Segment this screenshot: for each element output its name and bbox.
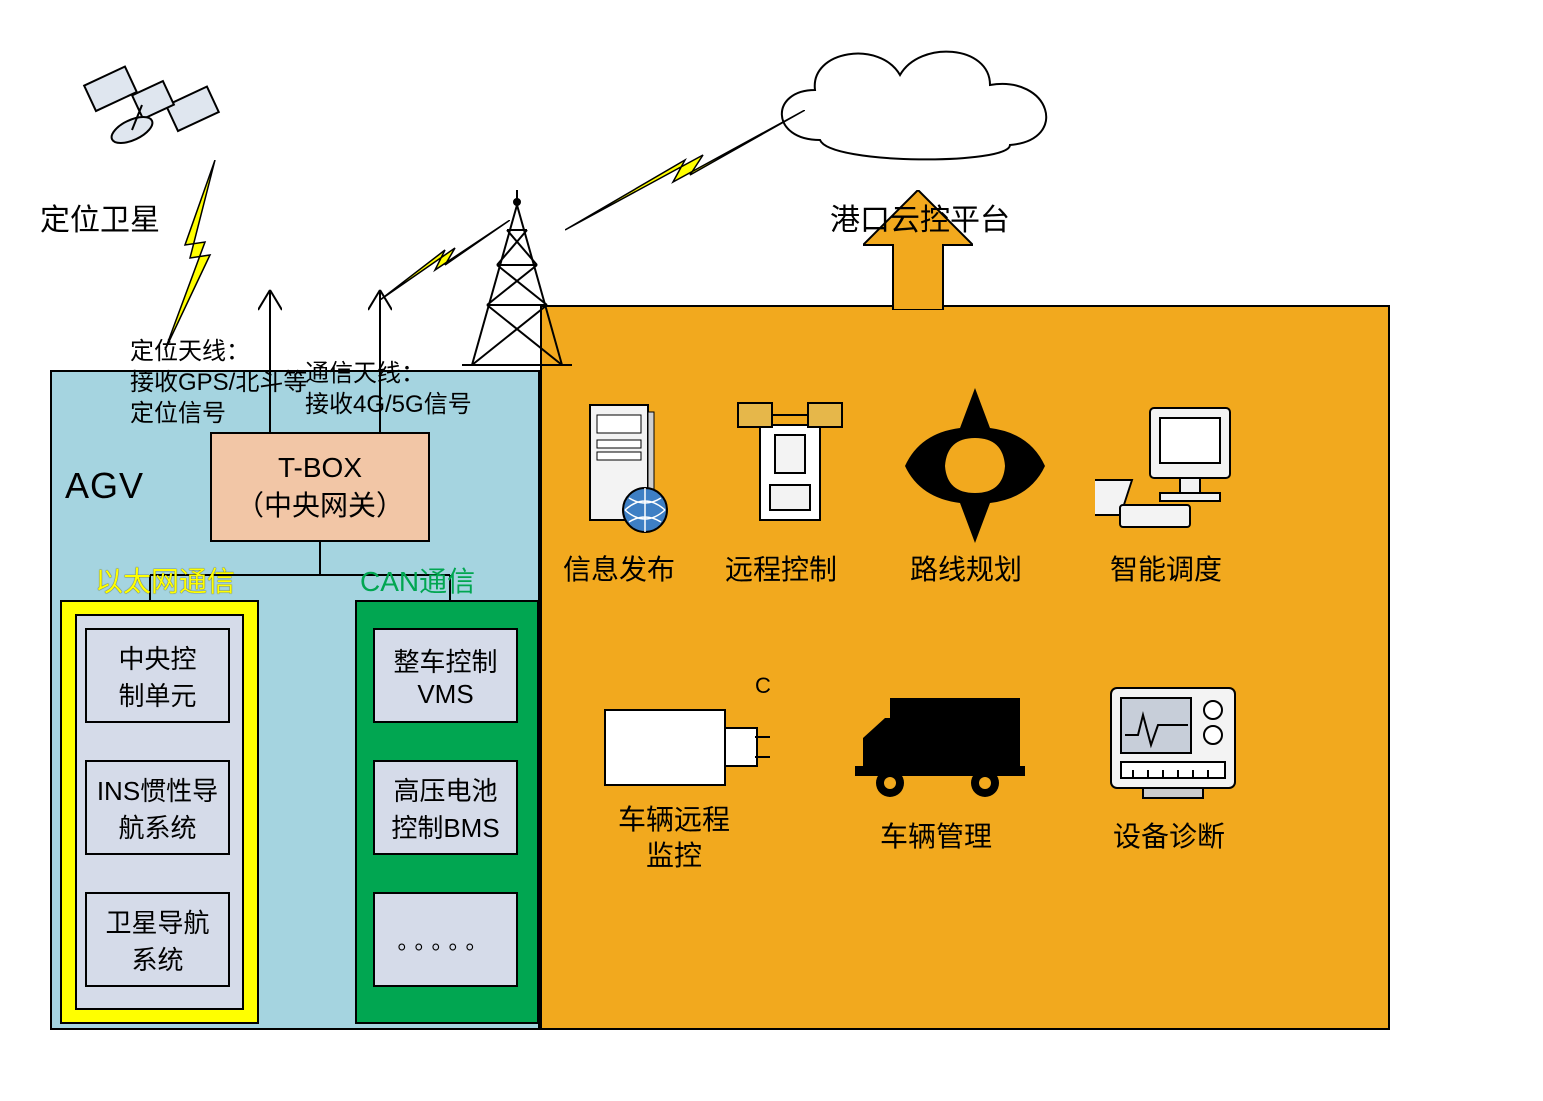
antenna-pos-l3: 定位信号 <box>130 400 226 427</box>
diagram-canvas: 定位卫星 港口云控平台 定位天线： 接收GPS/北斗等 定位信号 通信天线： 接… <box>0 0 1543 1101</box>
antenna-com-icon <box>368 280 392 340</box>
antenna-com-l1: 通信天线： <box>305 360 425 387</box>
can-module-dots: 。。。。。 <box>373 892 518 987</box>
eth-module-1: 中央控 制单元 <box>85 628 230 723</box>
svc-info-label: 信息发布 <box>563 548 675 588</box>
antenna-pos-l2: 接收GPS/北斗等 <box>130 369 307 396</box>
antenna-com-label: 通信天线： 接收4G/5G信号 <box>305 358 472 420</box>
antenna-pos-l1: 定位天线： <box>130 338 250 365</box>
can-comm-label: CAN通信 <box>360 560 475 600</box>
computer-icon <box>1095 400 1245 540</box>
agv-label: AGV <box>65 465 144 507</box>
antenna-pos-icon <box>258 280 282 340</box>
eth-module-3: 卫星导航 系统 <box>85 892 230 987</box>
antenna-com-l2: 接收4G/5G信号 <box>305 391 472 418</box>
satellite-icon <box>70 35 235 175</box>
svc-monitor-l1: 车辆远程 <box>618 804 730 835</box>
camera-icon <box>600 690 770 795</box>
svc-diag-label: 设备诊断 <box>1113 815 1225 855</box>
eth-comm-label: 以太网通信 <box>95 560 235 600</box>
route-icon <box>895 388 1055 543</box>
can-module-2: 高压电池 控制BMS <box>373 760 518 855</box>
camera-c-label: C <box>755 673 771 699</box>
tbox-l1: T-BOX <box>278 449 362 487</box>
svc-monitor-label: 车辆远程 监控 <box>618 802 730 875</box>
svc-route-label: 路线规划 <box>910 548 1022 588</box>
svc-monitor-l2: 监控 <box>646 840 702 871</box>
svc-remote-label: 远程控制 <box>725 548 837 588</box>
eth-module-2: INS惯性导 航系统 <box>85 760 230 855</box>
antenna-pos-label: 定位天线： 接收GPS/北斗等 定位信号 <box>130 336 307 430</box>
diag-icon <box>1103 680 1243 805</box>
svc-dispatch-label: 智能调度 <box>1110 548 1222 588</box>
lightning-antenna-to-tower <box>380 220 510 310</box>
svc-vehicle-label: 车辆管理 <box>880 815 992 855</box>
can-module-1: 整车控制 VMS <box>373 628 518 723</box>
tbox: T-BOX （中央网关） <box>210 432 430 542</box>
server-icon <box>575 400 675 535</box>
lightning-sat-to-antenna <box>155 160 235 350</box>
remote-icon <box>730 395 850 535</box>
cloud-platform-label: 港口云控平台 <box>830 195 1010 239</box>
lightning-tower-to-cloud <box>565 110 805 240</box>
tbox-l2: （中央网关） <box>236 487 404 525</box>
satellite-label: 定位卫星 <box>40 195 160 239</box>
truck-icon <box>855 688 1025 803</box>
cloud-icon <box>760 30 1080 180</box>
